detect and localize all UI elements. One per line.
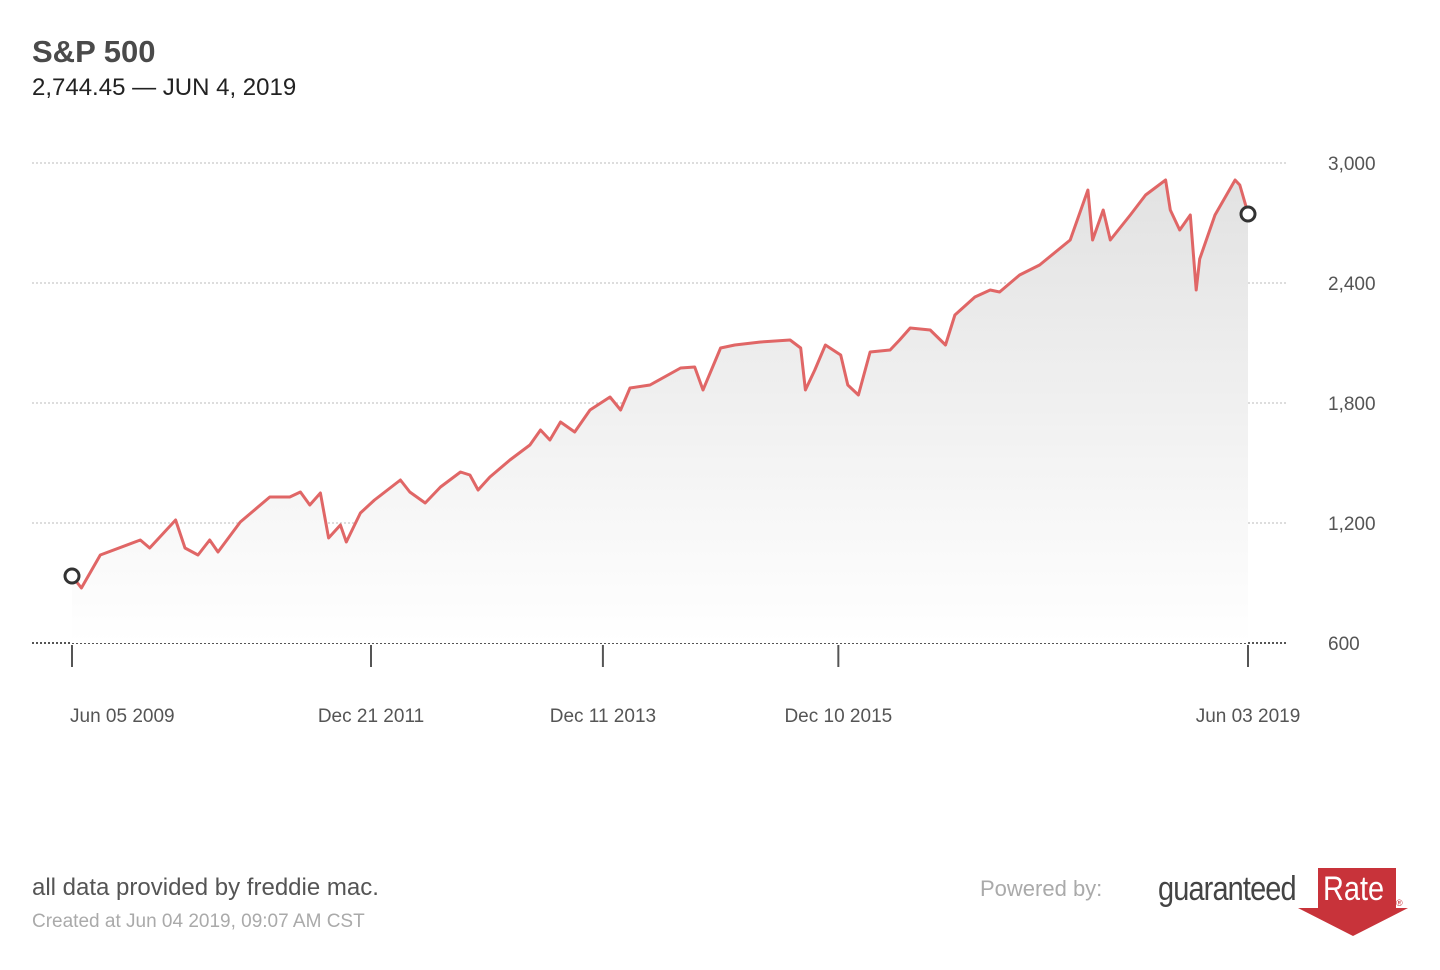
y-tick-label: 600 [1328,634,1360,655]
endpoint-marker[interactable] [1239,205,1257,223]
logo-registered: ® [1396,898,1403,908]
y-tick-label: 3,000 [1328,154,1376,175]
area-fill [72,180,1248,643]
series-line [70,178,1250,590]
created-timestamp: Created at Jun 04 2019, 09:07 AM CST [32,911,365,932]
logo-box [1318,868,1396,908]
chart: 3,000 2,400 1,800 1,200 600 Jun 05 2009 Dec 2… [32,154,1376,727]
chart-subtitle: 2,744.45 — JUN 4, 2019 [32,74,297,101]
powered-by-label: Powered by: [980,876,1103,901]
x-tick-label: Dec 21 2011 [318,706,424,727]
x-tick-label: Dec 10 2015 [784,706,892,727]
x-tick-label: Dec 11 2013 [550,706,656,727]
logo-arrow-icon [1298,908,1408,936]
chart-title: S&P 500 [32,34,156,69]
guaranteed-rate-logo[interactable]: guaranteed Rate ® [1158,868,1408,938]
x-tick-label: Jun 05 2009 [70,706,175,727]
logo-rate: Rate [1323,870,1385,908]
y-tick-label: 1,800 [1328,394,1376,415]
x-tick-label: Jun 03 2019 [1196,706,1301,727]
y-tick-label: 2,400 [1328,274,1376,295]
endpoint-marker[interactable] [63,567,81,585]
data-source: all data provided by freddie mac. [32,874,379,901]
y-tick-label: 1,200 [1328,514,1376,535]
logo-text: guaranteed [1158,870,1297,908]
